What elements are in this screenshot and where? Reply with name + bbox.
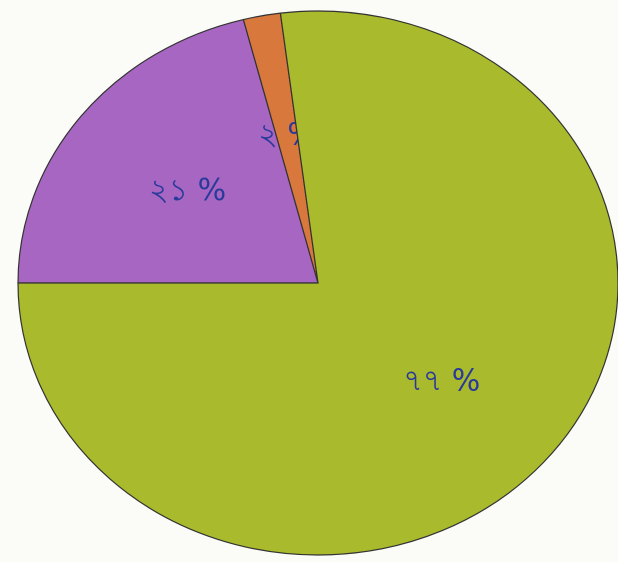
- pie-slice: [17, 10, 618, 556]
- slice-label: ৭৭ %: [403, 363, 480, 398]
- pie-slice: [17, 18, 319, 284]
- slice-label: ২১ %: [149, 173, 226, 208]
